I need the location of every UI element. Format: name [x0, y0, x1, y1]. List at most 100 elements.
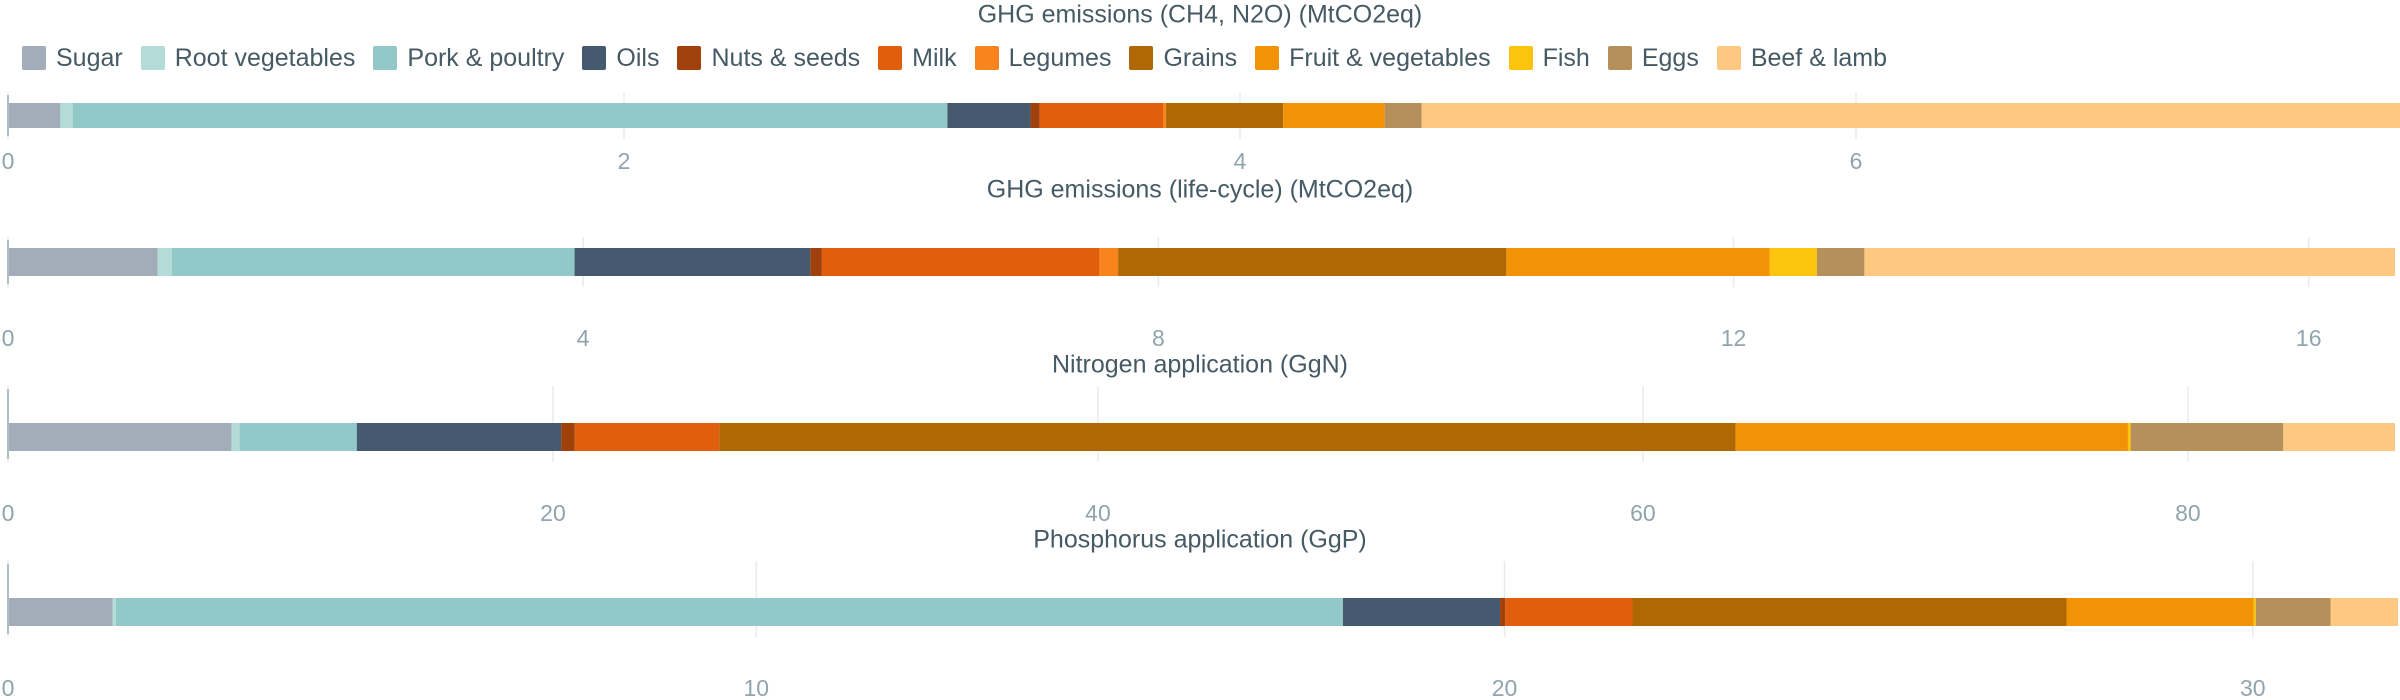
bar-segment[interactable]	[1864, 248, 2395, 276]
bar-segment[interactable]	[115, 598, 1343, 626]
bar-segment[interactable]	[2253, 598, 2256, 626]
bar-segment[interactable]	[1163, 103, 1167, 128]
bar-segment[interactable]	[8, 248, 158, 276]
legend-swatch	[974, 46, 999, 70]
legend-item[interactable]: Grains	[1129, 44, 1237, 73]
bar-segment[interactable]	[1816, 248, 1865, 276]
bar-segment[interactable]	[1166, 103, 1284, 128]
tick-label: 20	[540, 500, 566, 526]
bar-segment[interactable]	[2330, 598, 2398, 626]
legend-label: Oils	[616, 43, 660, 72]
bar-segment[interactable]	[574, 248, 811, 276]
chart-panel: GHG emissions (CH4, N2O) (MtCO2eq) 0 2 4 6	[2, 1, 2400, 174]
bar-segment[interactable]	[574, 423, 720, 451]
tick-label: 6	[1850, 148, 1863, 174]
legend-item[interactable]: Root vegetables	[140, 43, 356, 73]
bar-segment[interactable]	[239, 423, 357, 451]
legend-item[interactable]: Pork & poultry	[373, 44, 564, 73]
bar-segment[interactable]	[8, 598, 113, 626]
legend-label: Milk	[912, 43, 957, 72]
bar-segment[interactable]	[1505, 598, 1633, 626]
bar-segment[interactable]	[2255, 598, 2331, 626]
bar-segment[interactable]	[157, 248, 172, 276]
legend-label: Legumes	[1008, 43, 1112, 72]
bar-segment[interactable]	[1283, 103, 1385, 128]
tick-label: 0	[2, 148, 15, 174]
bar-segment[interactable]	[1099, 248, 1119, 276]
tick-label: 16	[2296, 325, 2322, 351]
legend-item[interactable]: Beef & lamb	[1716, 43, 1888, 73]
legend-item[interactable]: Sugar	[22, 44, 123, 73]
chart-title: GHG emissions (life-cycle) (MtCO2eq)	[987, 176, 1413, 204]
bar-segment[interactable]	[8, 423, 232, 451]
legend-item[interactable]: Legumes	[974, 43, 1112, 73]
bar-segment[interactable]	[1039, 103, 1163, 128]
legend-label: Fruit & vegetables	[1289, 43, 1491, 72]
bar-segment[interactable]	[2127, 423, 2131, 451]
tick-label: 0	[2, 325, 15, 351]
legend-item[interactable]: Eggs	[1607, 43, 1699, 73]
bar-segment[interactable]	[719, 423, 1736, 451]
tick-label: 10	[743, 675, 769, 700]
legend: Sugar Root vegetables Pork & poultry Oils Nu…	[22, 42, 1905, 74]
legend-label: Nuts & seeds	[711, 43, 861, 72]
legend-item[interactable]: Oils	[582, 44, 659, 73]
legend-item[interactable]: Fish	[1508, 43, 1590, 73]
tick-label: 4	[577, 325, 590, 351]
bar-segment[interactable]	[171, 248, 575, 276]
bar-segment[interactable]	[1118, 248, 1507, 276]
legend-swatch	[22, 46, 46, 70]
bar-segment[interactable]	[112, 598, 116, 626]
bar-segment[interactable]	[947, 103, 1031, 128]
bar-segment[interactable]	[821, 248, 1100, 276]
tick-label: 0	[2, 500, 15, 526]
tick-label: 60	[1630, 500, 1656, 526]
chart-panel: Nitrogen application (GgN) 0 20 40 60 80	[2, 351, 2395, 526]
legend-item[interactable]: Nuts & seeds	[677, 44, 860, 73]
bar-segment[interactable]	[2283, 423, 2395, 451]
bar-segment[interactable]	[1030, 103, 1040, 128]
chart-title: GHG emissions (CH4, N2O) (MtCO2eq)	[978, 1, 1423, 29]
legend-label: Beef & lamb	[1750, 43, 1888, 72]
legend-swatch	[1508, 46, 1533, 70]
legend-swatch	[140, 46, 165, 70]
tick-label: 40	[1085, 500, 1111, 526]
tick-label: 20	[1492, 675, 1518, 700]
bar-segment[interactable]	[356, 423, 562, 451]
bar-segment[interactable]	[1342, 598, 1501, 626]
tick-label: 30	[2240, 675, 2266, 700]
bar-segment[interactable]	[72, 103, 948, 128]
bar-segment[interactable]	[1421, 103, 2400, 128]
bar-segment[interactable]	[1735, 423, 2128, 451]
bar-segment[interactable]	[1769, 248, 1817, 276]
legend-swatch	[1716, 46, 1741, 70]
legend-item[interactable]: Milk	[878, 43, 957, 73]
legend-swatch	[373, 46, 398, 70]
bar-segment[interactable]	[231, 423, 240, 451]
legend-swatch	[1607, 46, 1632, 70]
tick-label: 2	[618, 148, 631, 174]
bar-segment[interactable]	[561, 423, 575, 451]
legend-label: Fish	[1542, 43, 1590, 72]
bar-segment[interactable]	[2130, 423, 2284, 451]
chart-panel: Phosphorus application (GgP) 0 10 20 30	[2, 526, 2398, 700]
legend-swatch	[1129, 46, 1154, 70]
tick-label: 8	[1152, 325, 1165, 351]
legend-swatch	[1255, 46, 1280, 70]
chart-panel: GHG emissions (life-cycle) (MtCO2eq) 0 4 8 1…	[2, 176, 2395, 351]
legend-label: Root vegetables	[174, 43, 356, 72]
tick-label: 80	[2175, 500, 2201, 526]
bar-segment[interactable]	[1384, 103, 1422, 128]
bar-segment[interactable]	[1500, 598, 1506, 626]
bar-segment[interactable]	[810, 248, 822, 276]
legend-label: Eggs	[1641, 43, 1699, 72]
legend-swatch	[878, 46, 903, 70]
bar-segment[interactable]	[1632, 598, 2067, 626]
bar-segment[interactable]	[60, 103, 73, 128]
legend-label: Pork & poultry	[407, 43, 565, 72]
legend-item[interactable]: Fruit & vegetables	[1255, 44, 1491, 73]
bar-segment[interactable]	[8, 103, 61, 128]
bar-segment[interactable]	[2066, 598, 2254, 626]
bar-segment[interactable]	[1506, 248, 1770, 276]
